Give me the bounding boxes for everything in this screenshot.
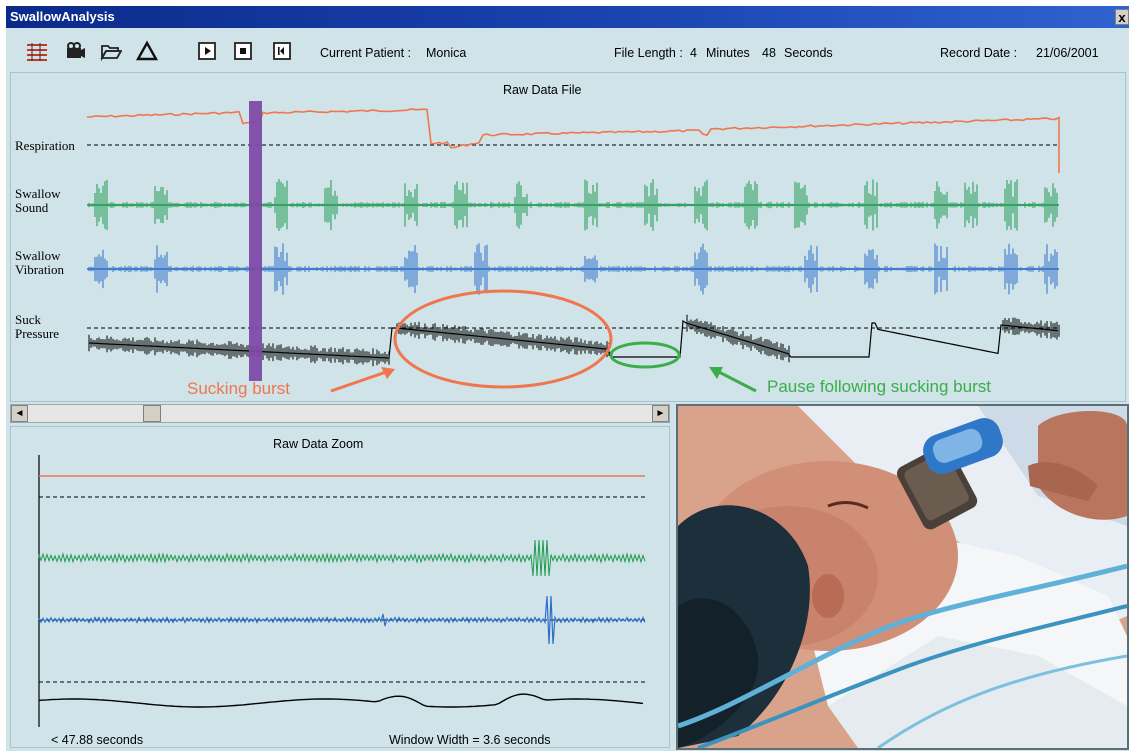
toolbar: Current Patient : Monica File Length : 4…	[6, 28, 1129, 70]
file-length-label: File Length :	[614, 46, 683, 60]
suck-pressure-spikes	[88, 314, 1060, 367]
stop-icon[interactable]	[232, 40, 254, 62]
current-patient-value: Monica	[426, 46, 467, 60]
zoom-suck-pressure-trace	[38, 693, 644, 708]
respiration-trace	[87, 108, 1060, 173]
infant-feeding-photo	[676, 404, 1129, 750]
time-scrollbar[interactable]: ◄ ►	[10, 404, 670, 423]
swallow-analysis-window: SwallowAnalysis x	[6, 6, 1129, 751]
sucking-burst-arrowhead	[381, 367, 395, 379]
channel-label-swallow-vibration: Swallow Vibration	[15, 248, 65, 277]
play-icon[interactable]	[196, 40, 218, 62]
swallow-vibration-trace	[88, 243, 1058, 295]
file-length-minutes-word: Minutes	[706, 46, 750, 60]
current-patient-label: Current Patient :	[320, 46, 412, 60]
record-date-label: Record Date :	[940, 46, 1018, 60]
channel-label-respiration: Respiration	[15, 138, 75, 153]
sucking-burst-annotation: Sucking burst	[187, 379, 290, 398]
suck-pressure-trace	[88, 319, 1059, 359]
file-length-minutes: 4	[690, 46, 697, 60]
rewind-icon[interactable]	[271, 40, 293, 62]
channel-label-swallow-sound: Swallow Sound	[15, 186, 61, 215]
raw-data-panel: Raw Data File Respiration Swallow Sound …	[10, 72, 1126, 402]
raw-data-zoom-panel: Raw Data Zoom < 47.88 seconds Window Wid…	[10, 426, 670, 748]
swallow-sound-trace	[88, 179, 1058, 231]
raw-data-zoom-plot[interactable]	[11, 427, 669, 747]
pause-arrowhead	[709, 367, 723, 379]
zoom-window-width-label: Window Width = 3.6 seconds	[389, 733, 551, 747]
triangle-icon[interactable]	[136, 40, 158, 62]
file-length-seconds: 48	[762, 46, 776, 60]
raw-data-plot[interactable]	[11, 73, 1125, 401]
scroll-left-button[interactable]: ◄	[11, 405, 28, 422]
pause-arrow	[716, 369, 757, 393]
pause-ellipse	[609, 341, 681, 369]
sucking-burst-arrow	[330, 369, 390, 393]
time-marker	[249, 101, 262, 381]
channel-label-suck-pressure: Suck Pressure	[15, 312, 60, 341]
zoom-time-label: < 47.88 seconds	[51, 733, 144, 747]
title-bar: SwallowAnalysis x	[6, 6, 1129, 28]
window-title: SwallowAnalysis	[10, 9, 115, 24]
camera-icon[interactable]	[64, 40, 86, 62]
pause-annotation: Pause following sucking burst	[767, 377, 991, 396]
scroll-thumb[interactable]	[143, 405, 161, 422]
record-date-value: 21/06/2001	[1036, 46, 1099, 60]
close-button[interactable]: x	[1115, 9, 1129, 25]
file-length-seconds-word: Seconds	[784, 46, 833, 60]
scroll-right-button[interactable]: ►	[652, 405, 669, 422]
zoom-swallow-vibration-trace	[38, 595, 646, 645]
open-folder-icon[interactable]	[100, 40, 122, 62]
chart-grid-icon[interactable]	[26, 40, 48, 62]
sucking-burst-ellipse	[393, 289, 613, 389]
raw-data-title: Raw Data File	[503, 83, 582, 97]
raw-data-zoom-title: Raw Data Zoom	[273, 437, 364, 451]
zoom-swallow-sound-trace	[38, 539, 646, 577]
